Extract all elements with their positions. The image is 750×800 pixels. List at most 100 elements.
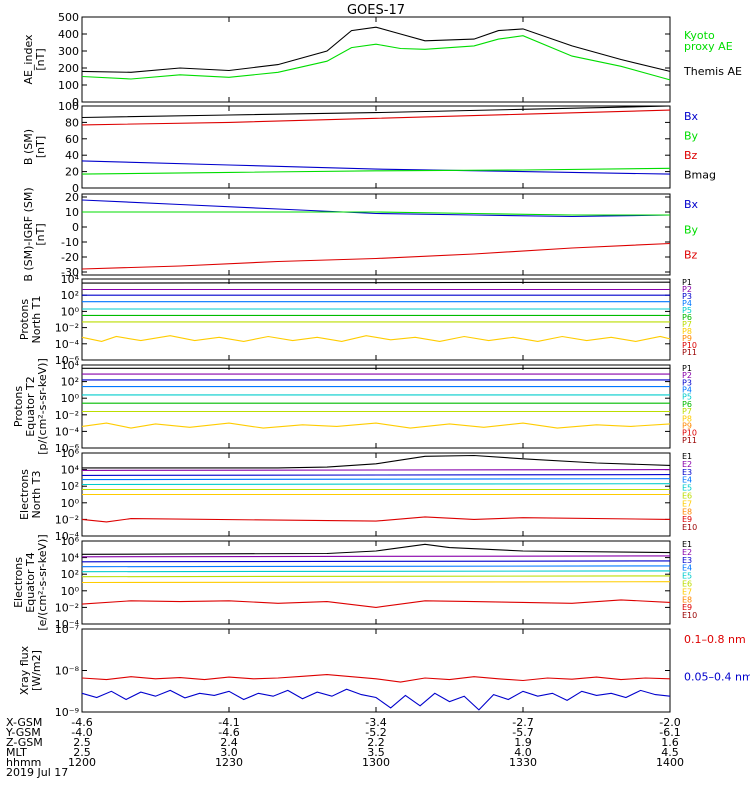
series-line-bmag <box>81 105 671 119</box>
legend-entry: 0.1–0.8 nm <box>684 633 746 646</box>
x-row-value: 1.9 <box>514 736 532 749</box>
legend-entry: P10 <box>682 429 697 438</box>
y-tick-label: 10⁻² <box>55 322 79 335</box>
series-line-e3 <box>81 474 671 476</box>
y-tick-label: 10² <box>61 480 79 493</box>
x-row-value: 1400 <box>656 756 684 769</box>
legend-entry: P2 <box>682 285 692 294</box>
x-row-value: 1200 <box>68 756 96 769</box>
y-tick-label: 10⁰ <box>61 497 80 510</box>
y-tick-label: 10⁶ <box>61 447 80 460</box>
legend-entry: 0.05–0.4 nm <box>684 671 750 684</box>
x-row-value: -6.1 <box>659 726 680 739</box>
y-tick-label: 10⁻⁶ <box>55 442 80 455</box>
panel-frame <box>81 16 671 103</box>
y-axis-label: [e/(cm²-s-sr-keV)] <box>36 534 49 630</box>
y-tick-label: 20 <box>65 166 79 179</box>
y-tick-label: 10⁰ <box>61 585 80 598</box>
panel-3: -30 -20 -10 0 10 20 B (SM)-IGRF (SM) [nT] Bx By Bz <box>22 187 699 281</box>
y-tick-label: 10⁻⁸ <box>55 665 80 678</box>
series-line-e8 <box>81 599 671 608</box>
y-tick-label: 10⁻⁴ <box>55 530 80 543</box>
panel-4: 10⁴ 10² 10⁰ 10⁻² 10⁻⁴ 10⁻⁶ Protons North T1 P1P2… <box>18 273 697 367</box>
x-row-value: -5.7 <box>512 726 533 739</box>
series-line-e4 <box>81 565 671 568</box>
y-axis-label: [nT] <box>34 223 47 245</box>
y-tick-label: 20 <box>65 191 79 204</box>
date-label: 2019 Jul 17 <box>6 766 68 779</box>
series-line-e1 <box>82 454 671 469</box>
y-tick-label: 60 <box>65 133 79 146</box>
series-line-0-1-0-8-nm <box>81 674 671 683</box>
y-axis-label: North T3 <box>30 471 43 519</box>
legend-entry: Bmag <box>684 169 716 182</box>
x-row-value: 1300 <box>362 756 390 769</box>
legend-entry: P8 <box>682 414 692 423</box>
panel-8: 10⁻⁷ 10⁻⁸ 10⁻⁹ Xray flux [W/m2] 0.1–0.8 nm 0.0… <box>18 623 750 719</box>
legend-entry: P3 <box>682 292 692 301</box>
y-tick-label: 80 <box>65 116 79 129</box>
legend-entry: E8 <box>682 507 692 516</box>
legend-entry: P1 <box>682 278 692 287</box>
y-tick-label: 10⁻² <box>55 513 79 526</box>
y-tick-label: 100 <box>58 100 79 113</box>
y-tick-label: 10² <box>61 376 79 389</box>
legend-entry: Bz <box>684 149 698 162</box>
x-row-value: 1.6 <box>661 736 679 749</box>
x-row-value: -5.2 <box>365 726 386 739</box>
y-axis-label: North T1 <box>30 296 43 344</box>
legend-entry: Bz <box>684 249 698 262</box>
y-tick-label: 10² <box>61 289 79 302</box>
y-tick-label: 10⁴ <box>61 359 80 372</box>
series-line-e4 <box>81 478 671 481</box>
legend-entry: P6 <box>682 400 692 409</box>
legend-entry: P7 <box>682 320 692 329</box>
panel-frame <box>81 193 671 276</box>
legend-entry: E1 <box>682 540 692 549</box>
series-line-e1 <box>81 543 671 555</box>
y-tick-label: 10⁴ <box>61 273 80 286</box>
series-line-kyoto-proxy-ae <box>81 35 671 81</box>
x-row-value: 2.4 <box>220 736 238 749</box>
y-tick-label: -30 <box>61 266 79 279</box>
legend-entry: E7 <box>682 499 692 508</box>
x-row-label: X-GSM <box>6 716 42 729</box>
y-tick-label: 100 <box>58 79 79 92</box>
x-row-label: MLT <box>6 746 27 759</box>
x-axis-footer: X-GSM -4.6 -4.1 -3.4 -2.7 -2.0Y-GSM -4.0 -4.6 -5… <box>5 716 684 779</box>
y-tick-label: 10⁴ <box>61 464 80 477</box>
panel-7: 10⁶ 10⁴ 10² 10⁰ 10⁻² 10⁻⁴ Electrons Equator T4[… <box>12 534 697 631</box>
x-row-value: 2.2 <box>367 736 385 749</box>
y-tick-label: 400 <box>58 28 79 41</box>
series-line-bx <box>81 199 671 218</box>
legend-entry: Themis AE <box>683 65 742 78</box>
y-tick-label: 10⁻⁴ <box>55 338 80 351</box>
series-line-e2 <box>81 555 671 558</box>
legend-entry: P8 <box>682 327 692 336</box>
y-tick-label: 40 <box>65 149 79 162</box>
x-row-value: 4.0 <box>514 746 532 759</box>
legend-entry: E3 <box>682 556 692 565</box>
legend-entry: E6 <box>682 580 692 589</box>
y-tick-label: 10⁰ <box>61 305 80 318</box>
y-axis-label: [nT] <box>34 136 47 158</box>
x-row-value: 1330 <box>509 756 537 769</box>
panel-5: 10⁴ 10² 10⁰ 10⁻² 10⁻⁴ 10⁻⁶ Protons Equator T2 [p… <box>12 358 697 455</box>
legend-entry: P9 <box>682 421 692 430</box>
series-line-e8 <box>81 516 671 523</box>
x-row-value: 2.5 <box>73 746 91 759</box>
series-line-p1 <box>81 281 671 284</box>
legend: Bx By Bz Bmag <box>684 110 716 182</box>
legend-entry: P4 <box>682 299 692 308</box>
y-tick-label: 10² <box>61 568 79 581</box>
x-row-value: -2.7 <box>512 716 533 729</box>
x-row-value: 2.5 <box>73 736 91 749</box>
x-row-value: -4.6 <box>71 716 92 729</box>
legend-entry: Bx <box>684 198 699 211</box>
y-tick-label: 0 <box>72 221 79 234</box>
